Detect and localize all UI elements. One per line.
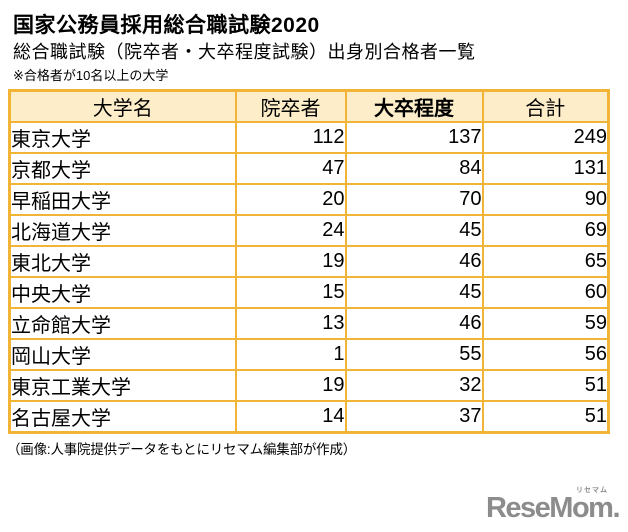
value-cell: 56 [481, 338, 610, 372]
value-cell: 1 [234, 338, 347, 372]
table-row: 東京大学 112 137 249 [8, 121, 610, 155]
table-body: 東京大学 112 137 249 京都大学 47 84 131 早稲田大学 20 70 90 北海道大学… [8, 121, 610, 434]
university-name-cell: 東京大学 [8, 121, 237, 155]
logo-text: ReseMom. [485, 492, 621, 524]
university-name-cell: 名古屋大学 [8, 400, 237, 434]
value-cell: 70 [344, 183, 484, 217]
table-row: 早稲田大学 20 70 90 [8, 183, 610, 217]
value-cell: 45 [344, 276, 484, 310]
page-subtitle: 総合職試験（院卒者・大卒程度試験）出身別合格者一覧 [13, 42, 476, 63]
table-row: 中央大学 15 45 60 [8, 276, 610, 310]
university-name-cell: 中央大学 [8, 276, 237, 310]
table-row: 京都大学 47 84 131 [8, 152, 610, 186]
value-cell: 65 [481, 245, 610, 279]
table-row: 北海道大学 24 45 69 [8, 214, 610, 248]
value-cell: 14 [234, 400, 347, 434]
value-cell: 46 [344, 307, 484, 341]
value-cell: 15 [234, 276, 347, 310]
logo-ruby-text: リセマム [576, 487, 608, 494]
value-cell: 32 [344, 369, 484, 403]
table-header-row: 大学名 院卒者 大卒程度 合計 [8, 89, 610, 124]
university-name-cell: 岡山大学 [8, 338, 237, 372]
value-cell: 51 [481, 369, 610, 403]
table-row: 岡山大学 1 55 56 [8, 338, 610, 372]
university-name-cell: 京都大学 [8, 152, 237, 186]
value-cell: 131 [481, 152, 610, 186]
value-cell: 55 [344, 338, 484, 372]
value-cell: 90 [481, 183, 610, 217]
value-cell: 24 [234, 214, 347, 248]
value-cell: 59 [481, 307, 610, 341]
value-cell: 20 [234, 183, 347, 217]
university-name-cell: 東京工業大学 [8, 369, 237, 403]
value-cell: 45 [344, 214, 484, 248]
image-credit: （画像:人事院提供データをもとにリセマム編集部が作成） [7, 442, 357, 458]
university-name-cell: 立命館大学 [8, 307, 237, 341]
column-header-university: 大学名 [8, 89, 237, 124]
value-cell: 112 [234, 121, 347, 155]
value-cell: 137 [344, 121, 484, 155]
university-name-cell: 北海道大学 [8, 214, 237, 248]
value-cell: 46 [344, 245, 484, 279]
value-cell: 51 [481, 400, 610, 434]
value-cell: 249 [481, 121, 610, 155]
column-header-undergrad: 大卒程度 [344, 89, 484, 124]
table-row: 東京工業大学 19 32 51 [8, 369, 610, 403]
value-cell: 84 [344, 152, 484, 186]
value-cell: 19 [234, 245, 347, 279]
value-cell: 69 [481, 214, 610, 248]
value-cell: 37 [344, 400, 484, 434]
page-title: 国家公務員採用総合職試験2020 [13, 14, 320, 37]
value-cell: 19 [234, 369, 347, 403]
results-table: 大学名 院卒者 大卒程度 合計 東京大学 112 137 249 京都大学 47 84 131… [8, 89, 610, 435]
table-row: 立命館大学 13 46 59 [8, 307, 610, 341]
value-cell: 60 [481, 276, 610, 310]
table-row: 名古屋大学 14 37 51 [8, 400, 610, 434]
university-name-cell: 早稲田大学 [8, 183, 237, 217]
value-cell: 13 [234, 307, 347, 341]
table-row: 東北大学 19 46 65 [8, 245, 610, 279]
value-cell: 47 [234, 152, 347, 186]
university-name-cell: 東北大学 [8, 245, 237, 279]
column-header-grad: 院卒者 [234, 89, 347, 124]
page-note: ※合格者が10名以上の大学 [13, 67, 169, 83]
resemom-logo: リセマム ReseMom. [485, 487, 621, 524]
column-header-total: 合計 [481, 89, 610, 124]
